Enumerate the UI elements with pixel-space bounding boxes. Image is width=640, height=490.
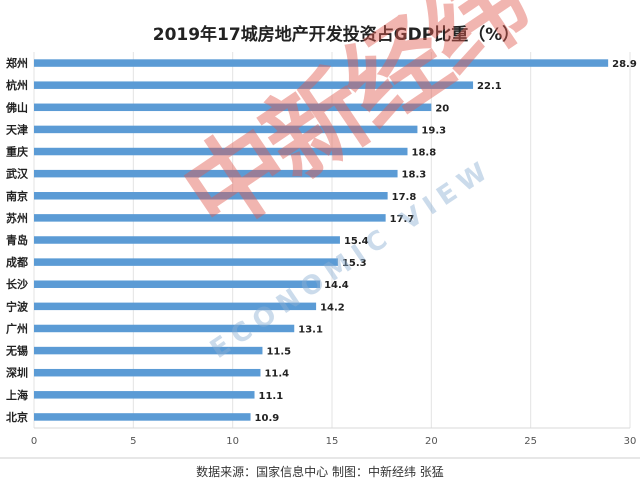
category-label: 成都	[6, 255, 28, 269]
chart-title: 2019年17城房地产开发投资占GDP比重（%）	[153, 24, 520, 45]
category-label: 重庆	[6, 145, 28, 159]
category-label: 无锡	[5, 344, 28, 358]
data-label: 18.3	[402, 170, 427, 181]
bar	[34, 125, 418, 134]
bar	[34, 346, 263, 355]
bar	[34, 280, 321, 288]
data-label: 20	[435, 103, 449, 114]
category-label: 天津	[6, 122, 28, 136]
x-tick-label: 20	[425, 436, 438, 447]
data-label: 15.4	[344, 236, 369, 247]
data-label: 18.8	[411, 148, 436, 159]
x-tick-label: 10	[226, 436, 239, 447]
category-label: 南京	[6, 189, 28, 203]
category-label: 苏州	[6, 211, 28, 225]
data-label: 11.5	[266, 347, 291, 358]
category-label: 杭州	[6, 78, 28, 92]
data-label: 13.1	[298, 324, 323, 335]
category-label: 佛山	[5, 100, 28, 114]
data-label: 11.4	[264, 369, 289, 380]
bar	[34, 214, 386, 222]
data-label: 14.2	[320, 302, 345, 313]
data-label: 17.8	[392, 192, 417, 203]
x-tick-label: 30	[624, 436, 637, 447]
bar	[34, 169, 398, 178]
data-label: 22.1	[477, 81, 502, 92]
category-label: 青岛	[6, 233, 28, 247]
value-labels: 28.9 22.1 20 19.3 18.8 18.3 17.8 17.7 15.4 15.3 14…	[255, 59, 637, 424]
bar	[34, 147, 408, 156]
x-tick-label: 25	[524, 436, 537, 447]
data-label: 11.1	[259, 391, 284, 402]
bar	[34, 391, 255, 399]
bar	[34, 368, 261, 377]
data-label: 28.9	[612, 59, 637, 70]
bar	[34, 192, 388, 200]
x-tick-label: 0	[31, 436, 37, 447]
data-label: 19.3	[421, 125, 446, 136]
bar	[34, 258, 338, 266]
category-label: 武汉	[6, 167, 29, 181]
x-tick-label: 5	[130, 436, 136, 447]
category-label: 郑州	[6, 56, 28, 70]
bar	[34, 59, 609, 67]
category-label: 深圳	[6, 366, 28, 380]
category-label: 广州	[6, 321, 28, 335]
bar	[34, 302, 317, 311]
category-label: 上海	[6, 388, 28, 402]
x-tick-label: 15	[326, 436, 339, 447]
category-label: 长沙	[6, 277, 28, 291]
data-label: 15.3	[342, 258, 367, 269]
category-label: 北京	[6, 410, 28, 424]
x-axis-ticks: 0 5 10 15 20 25 30	[31, 436, 637, 447]
data-label: 14.4	[324, 280, 349, 291]
source-note: 数据来源：国家信息中心 制图：中新经纬 张猛	[196, 464, 444, 479]
bar	[34, 81, 474, 89]
bars	[34, 59, 609, 421]
data-label: 17.7	[390, 214, 415, 225]
category-label: 宁波	[6, 299, 29, 313]
bar	[34, 413, 251, 421]
bar	[34, 236, 340, 244]
data-label: 10.9	[255, 413, 280, 424]
bar	[34, 103, 432, 112]
bar	[34, 324, 295, 333]
